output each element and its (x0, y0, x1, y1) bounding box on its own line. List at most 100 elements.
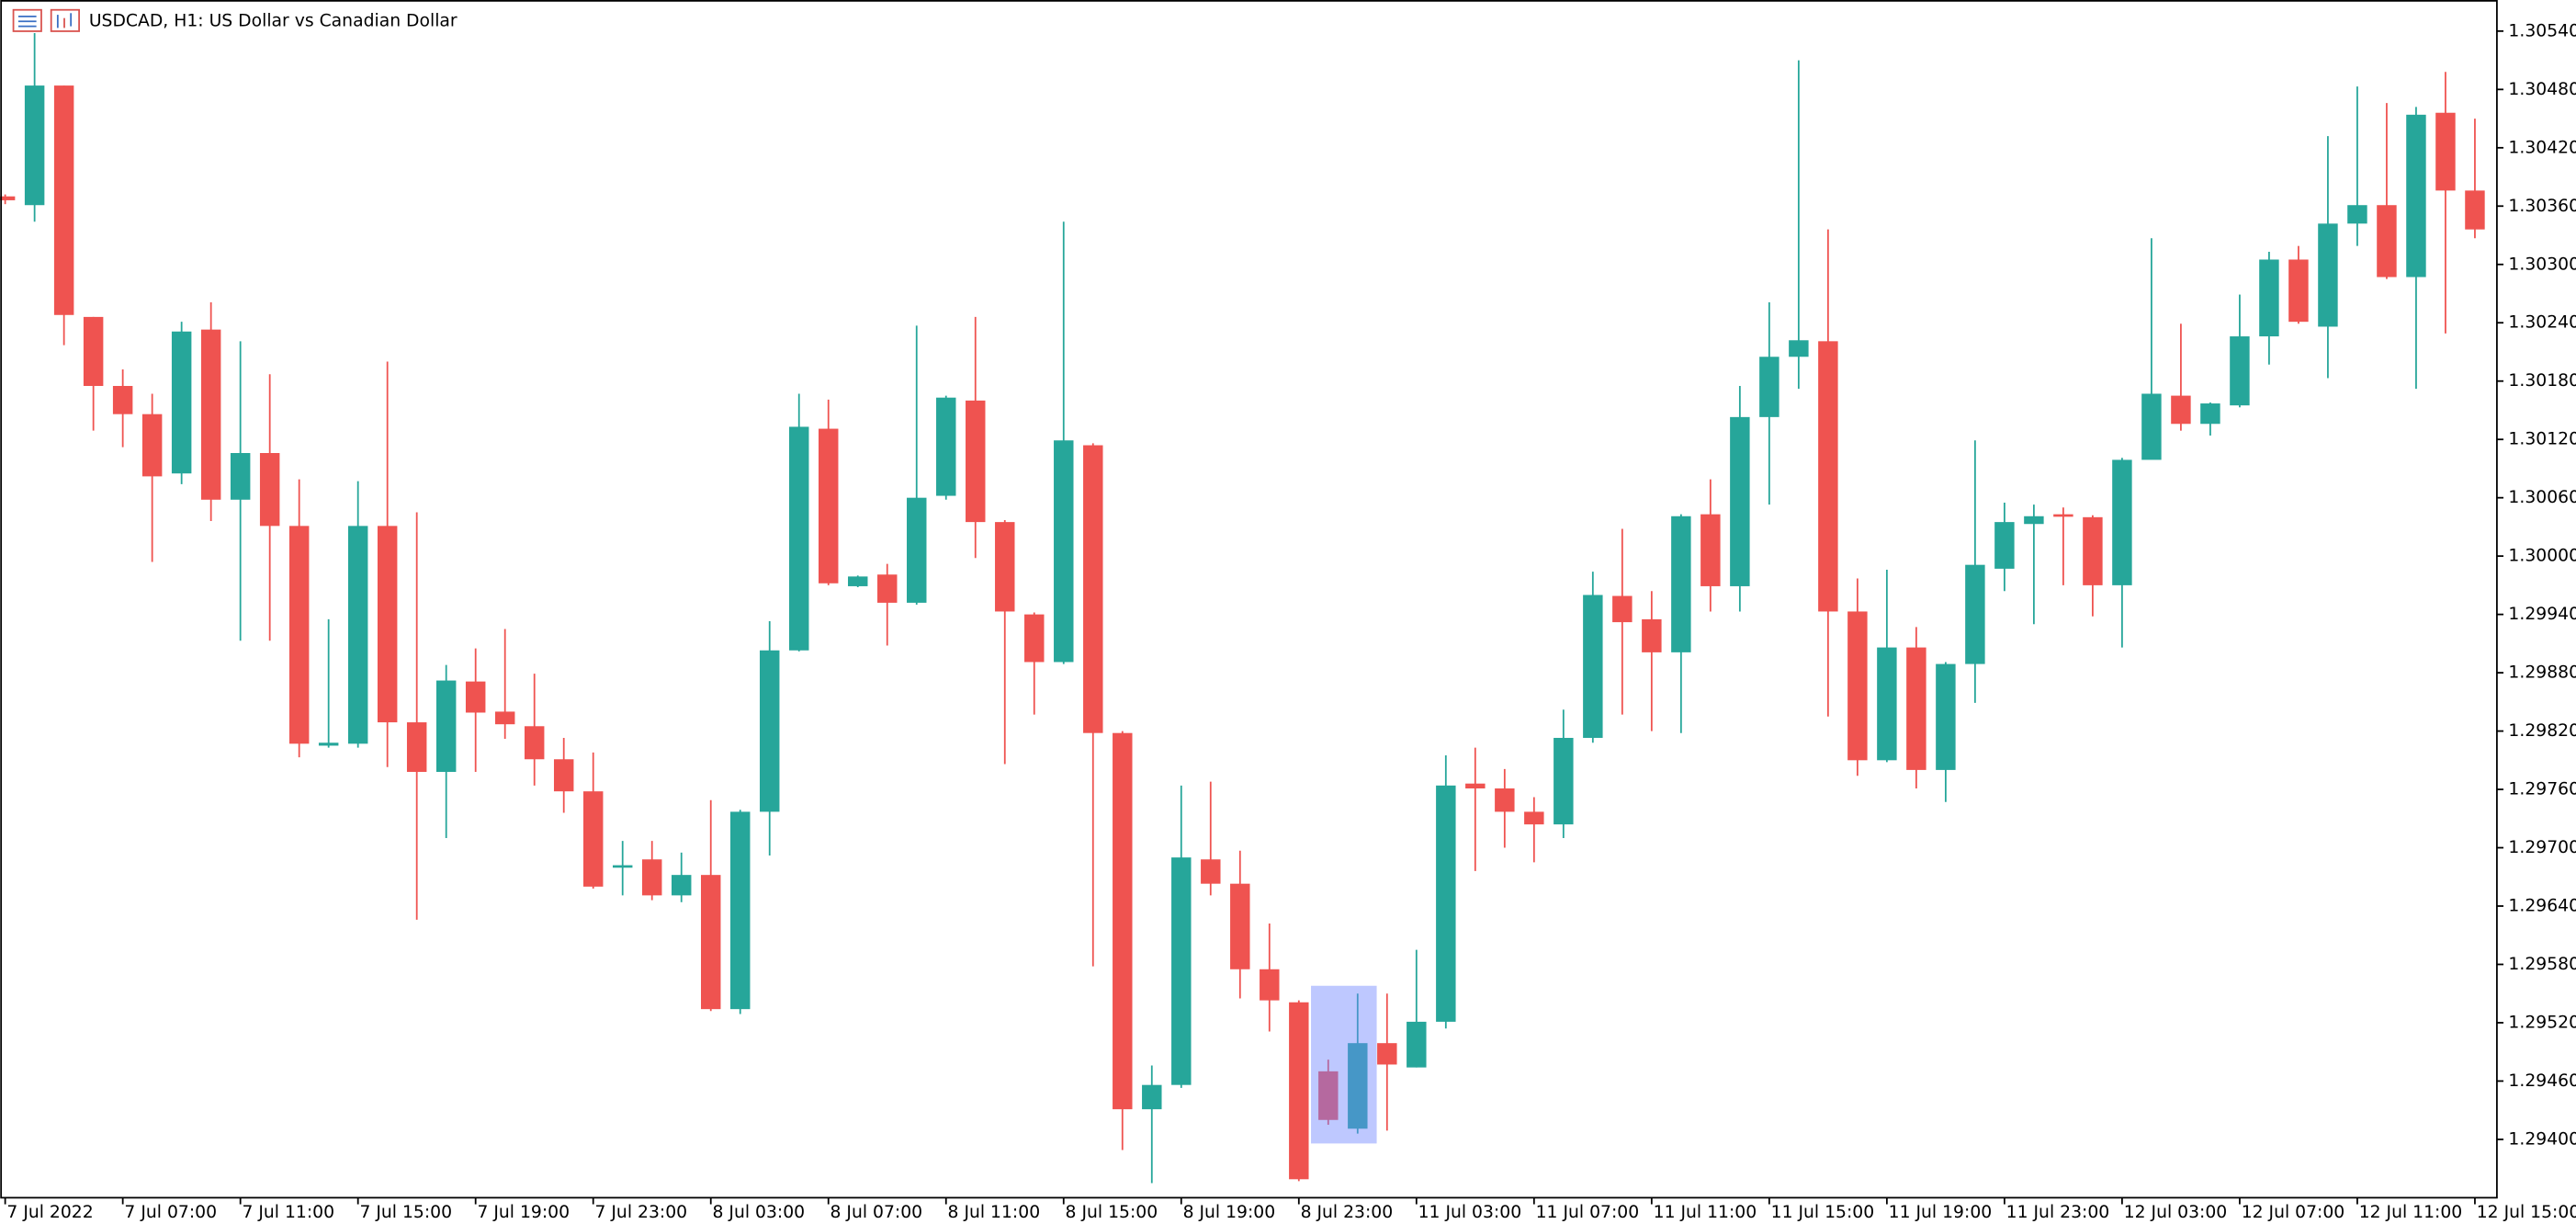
candle-body (1348, 1043, 1368, 1129)
y-tick-label: 1.30300 (2508, 255, 2576, 274)
candle-body (553, 759, 574, 792)
candle-body (318, 742, 339, 746)
candle-body (1965, 564, 1985, 664)
candle-body (377, 526, 398, 723)
candle-body (83, 316, 104, 387)
candle-body (2406, 114, 2426, 278)
candle-body (1642, 618, 1662, 652)
candle-body (819, 428, 839, 584)
candle-body (1201, 859, 1221, 884)
chart-title: USDCAD, H1: US Dollar vs Canadian Dollar (89, 12, 458, 31)
candle-body (1583, 595, 1603, 738)
plot-frame (0, 0, 2498, 1199)
y-tick-label: 1.30480 (2508, 80, 2576, 99)
selection-highlight (1311, 985, 1377, 1144)
y-tick-label: 1.29400 (2508, 1129, 2576, 1149)
candle-body (1877, 647, 1897, 761)
candle-body (936, 397, 956, 496)
candle-body (2318, 223, 2338, 327)
candle-body (2435, 112, 2456, 191)
y-tick-label: 1.29580 (2508, 955, 2576, 974)
x-tick-label: 7 Jul 23:00 (594, 1203, 687, 1222)
x-tick-label: 8 Jul 15:00 (1066, 1203, 1158, 1222)
candle-body (1759, 357, 1779, 417)
candle-body (1789, 340, 1809, 357)
candle-body (53, 85, 74, 315)
x-tick-label: 8 Jul 19:00 (1183, 1203, 1276, 1222)
candle-body (966, 400, 986, 523)
candle-body (259, 453, 280, 527)
candle-body (1260, 969, 1280, 1001)
candle-body (2141, 393, 2162, 460)
candle-body (877, 574, 898, 603)
y-tick-label: 1.30240 (2508, 313, 2576, 333)
x-tick-label: 8 Jul 07:00 (830, 1203, 923, 1222)
candle-body (1994, 522, 2015, 569)
candle-body (1054, 440, 1074, 663)
candle-body (347, 526, 368, 744)
candle-body (2347, 205, 2367, 224)
candle-body (1554, 737, 1574, 825)
y-tick-label: 1.29640 (2508, 897, 2576, 916)
y-tick-label: 1.30180 (2508, 371, 2576, 391)
x-tick-label: 8 Jul 11:00 (948, 1203, 1041, 1222)
candle-body (1436, 785, 1456, 1022)
y-tick-label: 1.30120 (2508, 430, 2576, 449)
x-tick-label: 11 Jul 03:00 (1418, 1203, 1522, 1222)
candle-body (1495, 788, 1515, 812)
x-tick-label: 12 Jul 07:00 (2242, 1203, 2345, 1222)
y-tick-label: 1.30000 (2508, 547, 2576, 566)
candle-body (1818, 341, 1838, 612)
candle-body (2171, 395, 2191, 425)
candle-body (112, 386, 133, 414)
candle-body (700, 875, 721, 1010)
candle-body (24, 85, 45, 206)
x-tick-label: 12 Jul 11:00 (2359, 1203, 2463, 1222)
x-tick-label: 7 Jul 19:00 (477, 1203, 570, 1222)
candle-body (1171, 857, 1192, 1085)
candle-body (1524, 811, 1544, 825)
candle-body (2230, 336, 2250, 406)
candle-body (0, 196, 16, 200)
candle-body (760, 650, 780, 812)
candle-body (1230, 883, 1250, 969)
candle-body (1612, 595, 1633, 623)
y-tick-label: 1.29880 (2508, 663, 2576, 683)
candle-body (2112, 459, 2132, 585)
y-tick-label: 1.29520 (2508, 1013, 2576, 1032)
candle-body (582, 791, 604, 887)
candle-body (612, 865, 633, 868)
y-tick-label: 1.29820 (2508, 721, 2576, 741)
candle-body (1142, 1084, 1162, 1110)
candle-body (171, 331, 192, 474)
candle-body (1318, 1071, 1339, 1120)
candle-body (995, 522, 1015, 612)
candle-body (465, 681, 486, 713)
symbol-icons (12, 8, 80, 32)
candle-body (406, 722, 427, 773)
candle-body (1113, 732, 1133, 1110)
candle-body (2259, 259, 2279, 337)
y-tick-label: 1.30540 (2508, 21, 2576, 40)
candle-body (2024, 516, 2044, 525)
x-tick-label: 11 Jul 15:00 (1771, 1203, 1875, 1222)
x-tick-label: 8 Jul 23:00 (1301, 1203, 1394, 1222)
candle-body (907, 497, 927, 603)
candle-body (2377, 205, 2397, 278)
plot-area (0, 32, 2485, 1184)
x-tick-label: 7 Jul 15:00 (359, 1203, 452, 1222)
x-tick-label: 12 Jul 03:00 (2124, 1203, 2228, 1222)
x-tick-label: 11 Jul 19:00 (1889, 1203, 1993, 1222)
candle-body (1024, 614, 1045, 663)
candle-body (1847, 611, 1868, 761)
candle-body (1671, 516, 1691, 652)
x-tick-label: 7 Jul 2022 (6, 1203, 93, 1222)
candle-body (1465, 783, 1486, 788)
y-tick-label: 1.30360 (2508, 197, 2576, 216)
candle-body (1906, 647, 1926, 770)
candle-body (141, 414, 163, 477)
candle-body (435, 680, 457, 773)
candle-body (848, 576, 868, 586)
